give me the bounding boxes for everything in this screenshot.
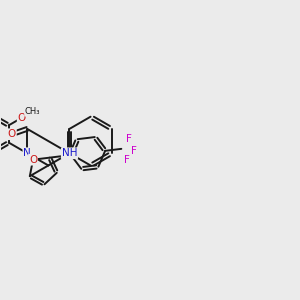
Text: CH₃: CH₃ [25,107,40,116]
Text: O: O [17,113,26,123]
Text: F: F [126,134,132,144]
Text: F: F [131,146,137,156]
Text: NH: NH [62,148,77,158]
Text: N: N [23,148,31,158]
Text: O: O [29,155,37,165]
Text: O: O [8,129,16,139]
Text: F: F [124,155,130,165]
